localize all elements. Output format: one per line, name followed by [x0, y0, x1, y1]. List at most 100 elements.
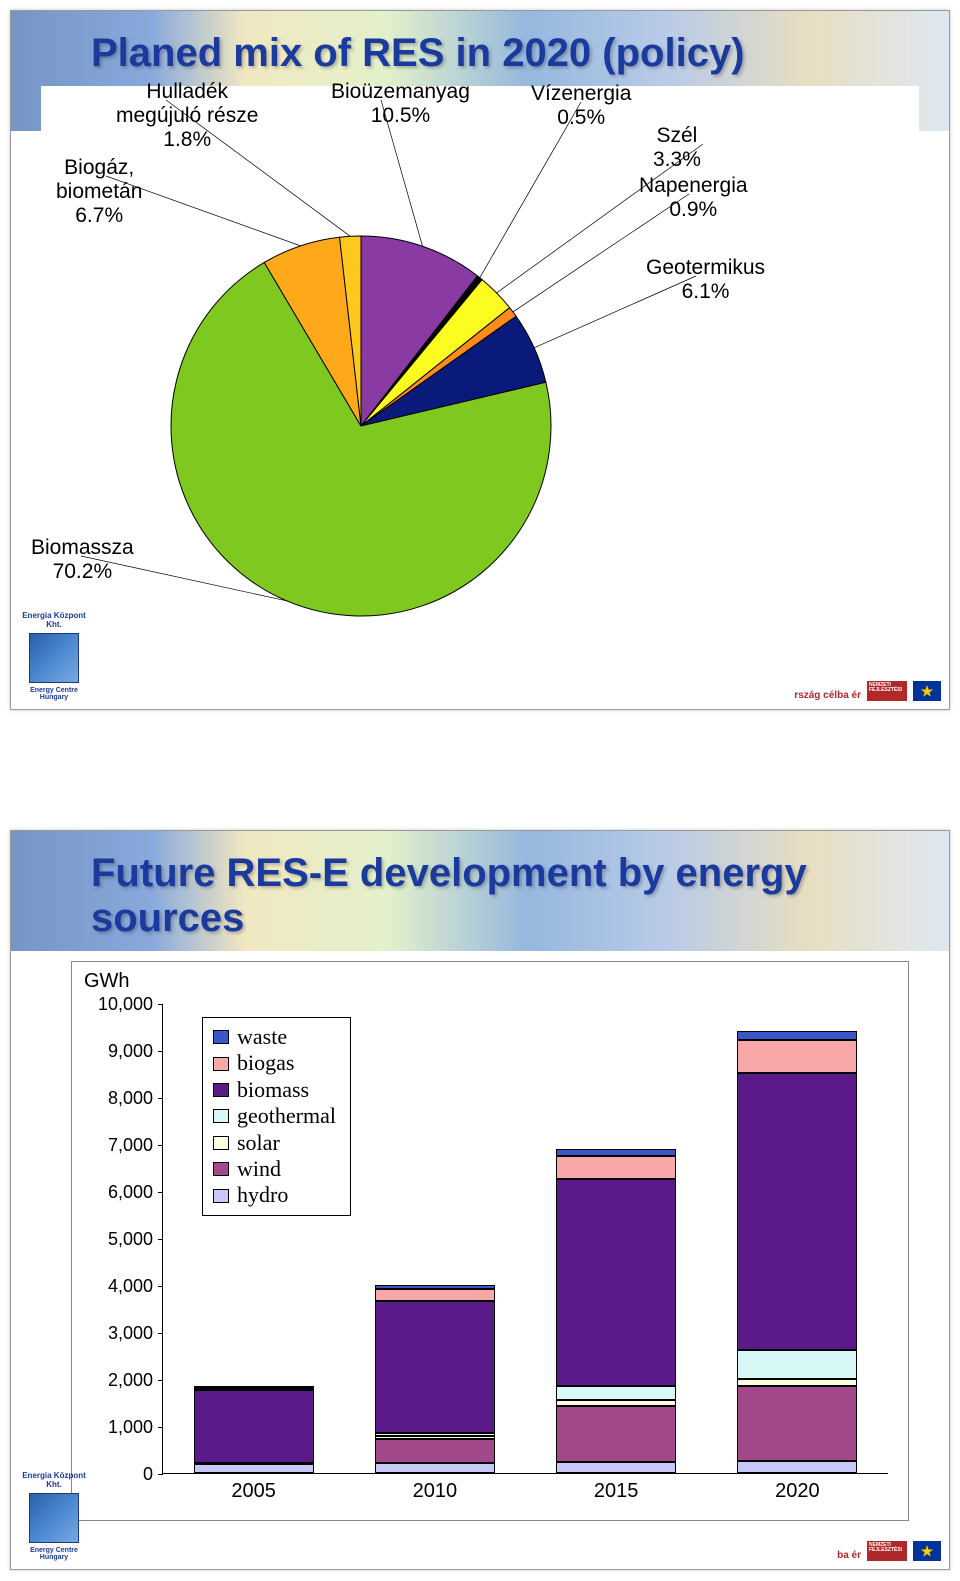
legend-label: waste [237, 1024, 287, 1050]
pie-label: Napenergia0.9% [639, 174, 748, 222]
y-tick-mark [158, 1051, 163, 1052]
x-category-label: 2010 [375, 1480, 495, 1503]
pie-label: Biomassza70.2% [31, 536, 134, 584]
bar-y-unit: GWh [84, 970, 130, 993]
legend-label: biomass [237, 1077, 309, 1103]
legend-swatch-icon [213, 1083, 229, 1097]
y-tick-mark [158, 1427, 163, 1428]
bar-segment [375, 1433, 495, 1437]
bar-segment [194, 1390, 314, 1463]
y-tick-label: 10,000 [93, 994, 153, 1015]
y-tick-label: 0 [93, 1464, 153, 1485]
pie-label: Geotermikus6.1% [646, 256, 765, 304]
y-tick-mark [158, 1192, 163, 1193]
logo-top-text: Energia Központ Kht. [19, 611, 89, 629]
bar-segment [375, 1285, 495, 1289]
x-category-label: 2015 [556, 1480, 676, 1503]
bar-segment [194, 1464, 314, 1473]
pie-label: Biogáz,biometán6.7% [56, 156, 142, 228]
bar-segment [556, 1386, 676, 1400]
y-tick-mark [158, 1474, 163, 1475]
legend-label: solar [237, 1130, 280, 1156]
nfi-badge-icon: NEMZETIFEJLESZTÉSI [867, 1541, 907, 1561]
y-tick-label: 4,000 [93, 1276, 153, 1297]
legend-swatch-icon [213, 1189, 229, 1203]
legend-label: wind [237, 1156, 281, 1182]
y-tick-mark [158, 1145, 163, 1146]
y-tick-mark [158, 1333, 163, 1334]
bar-segment [737, 1350, 857, 1378]
bar-segment [737, 1386, 857, 1461]
slide-pie: Planed mix of RES in 2020 (policy) Bioüz… [10, 10, 950, 710]
logo-top-text: Energia Központ Kht. [19, 1471, 89, 1489]
bar-segment [556, 1462, 676, 1473]
bar-legend: wastebiogasbiomassgeothermalsolarwindhyd… [202, 1017, 351, 1216]
bar-segment [375, 1301, 495, 1433]
bar-segment [556, 1149, 676, 1156]
pie-label: Szél3.3% [653, 124, 701, 172]
bar-segment [194, 1386, 314, 1388]
bar-segment [737, 1461, 857, 1473]
y-tick-label: 8,000 [93, 1088, 153, 1109]
y-tick-mark [158, 1098, 163, 1099]
pie-label: Hulladékmegújuló része1.8% [116, 80, 258, 152]
bar-segment [375, 1439, 495, 1463]
footer-text: ba ér [837, 1550, 861, 1561]
pie-chart: Bioüzemanyag10.5%Vízenergia0.5%Szél3.3%N… [41, 86, 919, 666]
bar-segment [556, 1156, 676, 1180]
bar-segment [375, 1289, 495, 1301]
logo-cube-icon [29, 1493, 79, 1543]
legend-label: geothermal [237, 1103, 336, 1129]
legend-swatch-icon [213, 1136, 229, 1150]
footer-right: ba ér NEMZETIFEJLESZTÉSI ★ [837, 1541, 941, 1561]
pie-label: Bioüzemanyag10.5% [331, 80, 470, 128]
legend-item: waste [213, 1024, 336, 1050]
logo-cube-icon [29, 633, 79, 683]
logo-bottom-text: Energy Centre Hungary [19, 687, 89, 701]
bar-chart: GWh 01,0002,0003,0004,0005,0006,0007,000… [71, 961, 909, 1521]
legend-label: hydro [237, 1182, 288, 1208]
y-tick-label: 2,000 [93, 1370, 153, 1391]
y-tick-mark [158, 1380, 163, 1381]
bar-segment [375, 1463, 495, 1473]
legend-item: solar [213, 1130, 336, 1156]
footer-text: rszág célba ér [794, 690, 861, 701]
y-tick-label: 3,000 [93, 1323, 153, 1344]
y-tick-mark [158, 1239, 163, 1240]
logo-bottom-text: Energy Centre Hungary [19, 1547, 89, 1561]
x-category-label: 2005 [194, 1480, 314, 1503]
y-tick-label: 6,000 [93, 1182, 153, 1203]
eu-flag-icon: ★ [913, 681, 941, 701]
x-category-label: 2020 [737, 1480, 857, 1503]
bar-segment [556, 1406, 676, 1462]
legend-swatch-icon [213, 1162, 229, 1176]
slide1-title: Planed mix of RES in 2020 (policy) [11, 11, 949, 86]
bar-segment [737, 1073, 857, 1350]
bar-segment [737, 1379, 857, 1386]
y-tick-label: 5,000 [93, 1229, 153, 1250]
bar-segment [737, 1031, 857, 1040]
y-tick-label: 1,000 [93, 1417, 153, 1438]
legend-swatch-icon [213, 1109, 229, 1123]
bar-segment [737, 1040, 857, 1073]
footer-right: rszág célba ér NEMZETIFEJLESZTÉSI ★ [794, 681, 941, 701]
eu-flag-icon: ★ [913, 1541, 941, 1561]
legend-item: wind [213, 1156, 336, 1182]
logo-left: Energia Központ Kht. Energy Centre Hunga… [19, 611, 89, 701]
legend-swatch-icon [213, 1030, 229, 1044]
legend-item: biomass [213, 1077, 336, 1103]
legend-swatch-icon [213, 1057, 229, 1071]
legend-item: hydro [213, 1182, 336, 1208]
legend-item: geothermal [213, 1103, 336, 1129]
y-tick-label: 9,000 [93, 1041, 153, 1062]
y-tick-mark [158, 1004, 163, 1005]
bar-segment [556, 1400, 676, 1406]
slide2-title: Future RES-E development by energy sourc… [11, 831, 949, 951]
slide-bar: Future RES-E development by energy sourc… [10, 830, 950, 1570]
legend-item: biogas [213, 1050, 336, 1076]
logo-left: Energia Központ Kht. Energy Centre Hunga… [19, 1471, 89, 1561]
legend-label: biogas [237, 1050, 294, 1076]
nfi-badge-icon: NEMZETIFEJLESZTÉSI [867, 681, 907, 701]
y-tick-mark [158, 1286, 163, 1287]
pie-label: Vízenergia0.5% [531, 82, 631, 130]
